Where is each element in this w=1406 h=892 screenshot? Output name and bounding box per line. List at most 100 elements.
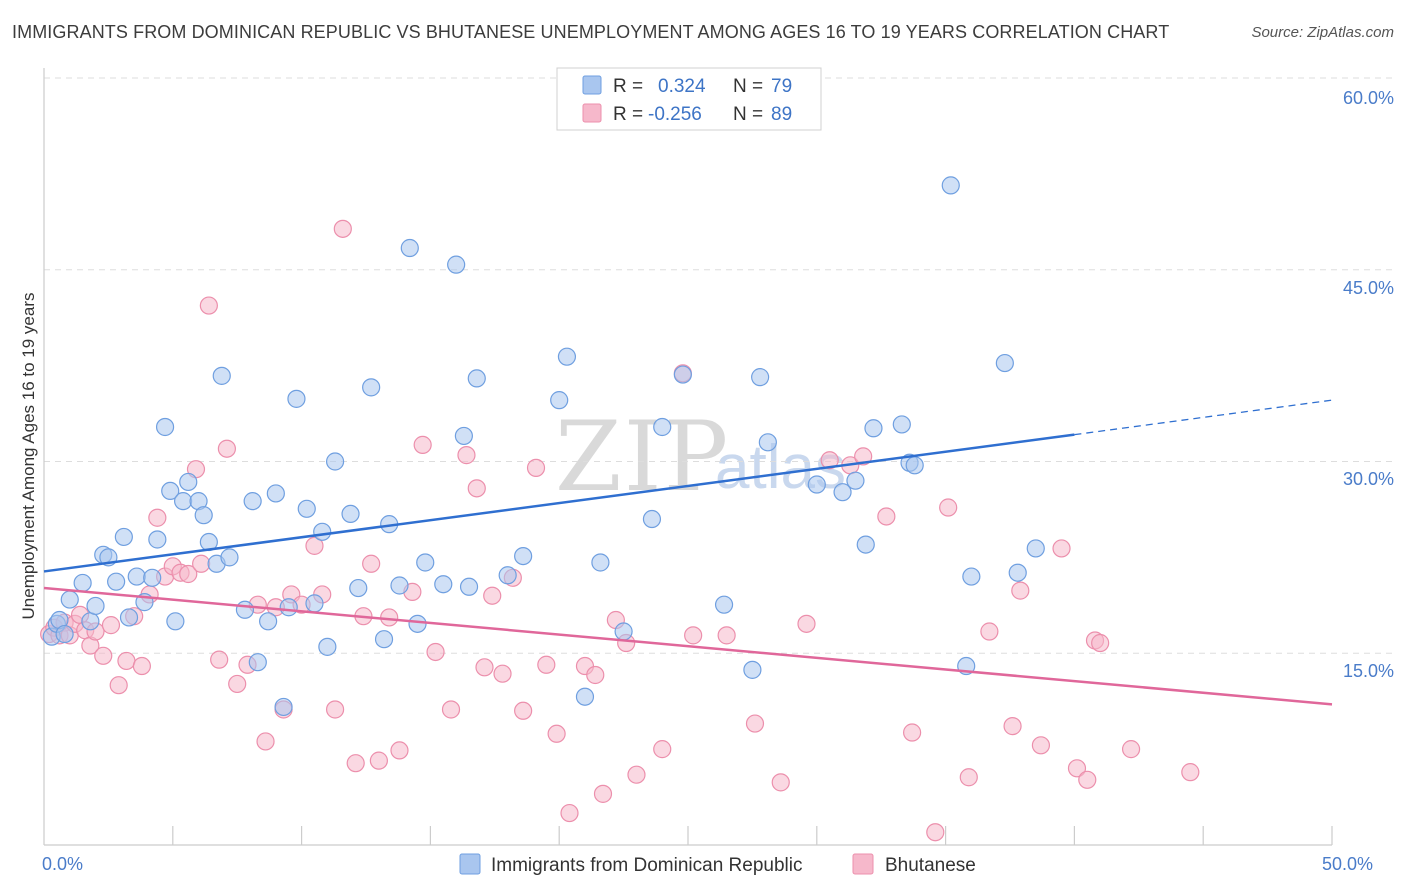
y-axis-label: Unemployment Among Ages 16 to 19 years <box>19 293 38 620</box>
bhutanese-point <box>653 740 672 759</box>
dominican-point <box>614 622 633 641</box>
bhutanese-point <box>94 646 113 665</box>
bhutanese-point <box>877 507 896 526</box>
bhutanese-point <box>210 650 229 669</box>
bhutanese-point <box>939 498 958 517</box>
dominican-point <box>557 347 577 366</box>
legend-blue-r-label: R = <box>613 76 643 97</box>
dominican-point <box>127 567 146 586</box>
y-tick-label-30: 30.0% <box>1343 469 1394 489</box>
bhutanese-point <box>346 754 365 773</box>
bhutanese-point <box>1011 581 1030 600</box>
bhutanese-point <box>1181 763 1200 782</box>
dominican-point <box>673 365 692 384</box>
series-legend-label-pink: Bhutanese <box>885 855 976 876</box>
bhutanese-point <box>771 773 790 792</box>
bhutanese-point <box>109 676 128 695</box>
dominican-point <box>807 475 826 494</box>
bhutanese-point <box>926 823 945 842</box>
bhutanese-point <box>1121 740 1141 759</box>
dominican-point <box>349 578 368 598</box>
bhutanese-point <box>903 723 922 742</box>
dominican-point <box>459 577 479 596</box>
bhutanese-point <box>228 674 247 694</box>
y-tick-label-60: 60.0% <box>1343 88 1394 108</box>
dominican-point <box>81 612 100 631</box>
dominican-point <box>864 419 883 438</box>
dominican-point <box>941 176 960 195</box>
series-legend: Immigrants from Dominican Republic Bhuta… <box>459 853 976 876</box>
bhutanese-point <box>959 768 978 787</box>
dominican-point <box>155 417 175 437</box>
dominican-point <box>400 238 419 258</box>
bhutanese-point <box>854 447 873 466</box>
gridlines <box>44 77 1394 654</box>
dominican-point <box>73 573 92 593</box>
dominican-point <box>454 426 473 446</box>
bhutanese-point <box>980 622 999 641</box>
dominican-point <box>248 653 267 672</box>
dominican-point <box>434 575 453 594</box>
bhutanese-points <box>40 219 1200 842</box>
dominican-point <box>575 687 595 706</box>
dominican-point <box>279 598 298 617</box>
bhutanese-point <box>362 554 381 573</box>
bhutanese-point <box>797 614 816 633</box>
bhutanese-point <box>148 508 167 527</box>
dominican-point <box>287 389 306 408</box>
dominican-point <box>743 660 762 679</box>
bhutanese-point <box>117 651 136 671</box>
dominican-point <box>55 624 74 644</box>
legend-pink-r-value: -0.256 <box>648 104 702 125</box>
trend-lines <box>43 399 1333 706</box>
trend-line-dominican <box>43 433 1075 573</box>
bhutanese-point <box>467 479 486 498</box>
x-tick-label-max: 50.0% <box>1322 854 1373 874</box>
bhutanese-point <box>483 586 502 605</box>
bhutanese-point <box>547 724 566 743</box>
dominican-point <box>318 637 337 656</box>
dominican-point <box>408 614 427 633</box>
dominican-point <box>305 594 324 613</box>
bhutanese-point <box>475 658 494 677</box>
bhutanese-point <box>333 219 352 238</box>
bhutanese-point <box>199 296 218 315</box>
dominican-point <box>274 697 293 717</box>
dominican-point <box>341 504 360 524</box>
dominican-point <box>166 612 185 631</box>
dominican-points <box>42 176 1045 717</box>
dominican-point <box>550 391 569 410</box>
bhutanese-point <box>325 700 345 719</box>
bhutanese-point <box>593 784 613 803</box>
bhutanese-point <box>586 665 605 685</box>
legend-swatch-blue <box>582 75 602 95</box>
dominican-point <box>390 576 409 595</box>
bhutanese-point <box>745 714 765 733</box>
legend-blue-n-label: N = <box>733 76 763 97</box>
dominican-point <box>220 548 239 567</box>
dominican-point <box>107 572 126 591</box>
x-axis-ticks <box>172 826 1333 845</box>
dominican-point <box>642 509 662 529</box>
bhutanese-point <box>1091 633 1110 653</box>
dominican-point <box>856 535 875 554</box>
bhutanese-point <box>1078 770 1097 789</box>
dominican-point <box>514 546 533 566</box>
bhutanese-point <box>537 655 556 674</box>
dominican-point <box>498 566 517 585</box>
dominican-point <box>758 433 777 452</box>
bhutanese-point <box>526 458 546 477</box>
bhutanese-point <box>441 700 461 719</box>
dominican-point <box>119 608 139 627</box>
legend-blue-n-value: 79 <box>771 76 792 97</box>
bhutanese-point <box>132 656 151 676</box>
dominican-point <box>235 600 255 619</box>
dominican-point <box>194 506 213 525</box>
bhutanese-point <box>369 751 388 770</box>
bhutanese-point <box>1003 717 1022 736</box>
dominican-point <box>653 417 672 437</box>
watermark-zip: ZIP <box>555 401 730 513</box>
dominican-point <box>892 415 911 434</box>
series-legend-label-blue: Immigrants from Dominican Republic <box>491 855 803 876</box>
